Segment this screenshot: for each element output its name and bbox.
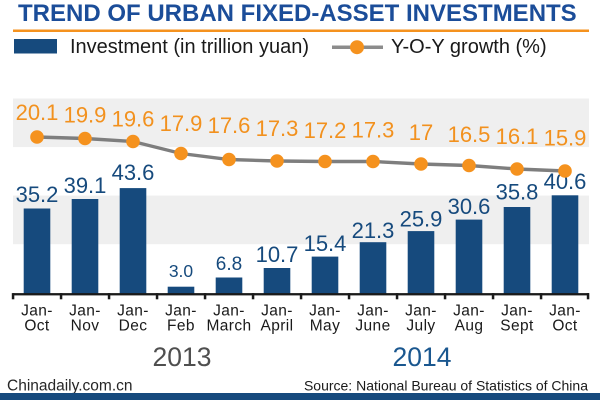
svg-text:TREND OF URBAN FIXED-ASSET INV: TREND OF URBAN FIXED-ASSET INVESTMENTS	[18, 0, 577, 27]
svg-text:Jan-: Jan-	[117, 302, 149, 319]
svg-text:Oct: Oct	[24, 318, 50, 335]
svg-text:Jan-: Jan-	[21, 302, 53, 319]
svg-text:15.4: 15.4	[304, 231, 347, 256]
svg-text:Jan-: Jan-	[261, 302, 293, 319]
svg-text:March: March	[206, 318, 251, 335]
svg-text:20.1: 20.1	[16, 100, 59, 125]
svg-text:35.8: 35.8	[496, 180, 539, 205]
svg-text:Sept: Sept	[500, 318, 534, 335]
svg-text:June: June	[355, 318, 390, 335]
svg-text:Jan-: Jan-	[165, 302, 197, 319]
svg-text:17.6: 17.6	[208, 113, 251, 138]
svg-text:Nov: Nov	[71, 318, 100, 335]
svg-text:15.9: 15.9	[544, 126, 587, 151]
svg-text:17: 17	[409, 120, 433, 145]
svg-text:April: April	[260, 318, 293, 335]
svg-text:Chinadaily.com.cn: Chinadaily.com.cn	[7, 378, 133, 395]
svg-text:Aug: Aug	[455, 318, 484, 335]
svg-text:Jan-: Jan-	[453, 302, 485, 319]
svg-text:3.0: 3.0	[169, 261, 194, 281]
svg-text:Jan-: Jan-	[213, 302, 245, 319]
svg-text:Investment (in trillion yuan): Investment (in trillion yuan)	[70, 36, 309, 58]
svg-text:Dec: Dec	[119, 318, 148, 335]
svg-text:19.6: 19.6	[112, 107, 155, 132]
svg-text:17.9: 17.9	[160, 111, 203, 136]
svg-text:17.2: 17.2	[304, 118, 347, 143]
svg-text:Feb: Feb	[167, 318, 195, 335]
svg-text:Jan-: Jan-	[405, 302, 437, 319]
svg-text:16.1: 16.1	[496, 124, 539, 149]
svg-text:Jan-: Jan-	[309, 302, 341, 319]
svg-text:17.3: 17.3	[352, 118, 395, 143]
svg-text:July: July	[406, 318, 435, 335]
svg-text:43.6: 43.6	[112, 160, 155, 185]
svg-text:35.2: 35.2	[16, 182, 59, 207]
svg-text:Oct: Oct	[552, 318, 578, 335]
svg-text:Jan-: Jan-	[501, 302, 533, 319]
svg-text:21.3: 21.3	[352, 218, 395, 243]
svg-text:17.3: 17.3	[256, 116, 299, 141]
svg-text:19.9: 19.9	[64, 103, 107, 128]
svg-text:Jan-: Jan-	[69, 302, 101, 319]
svg-text:2014: 2014	[393, 342, 452, 372]
svg-text:Y-O-Y growth (%): Y-O-Y growth (%)	[391, 36, 547, 58]
svg-text:Source: National Bureau of Sta: Source: National Bureau of Statistics of…	[304, 378, 588, 394]
svg-text:May: May	[310, 318, 340, 335]
svg-text:10.7: 10.7	[256, 242, 299, 267]
svg-text:6.8: 6.8	[216, 254, 242, 275]
svg-text:16.5: 16.5	[448, 122, 491, 147]
svg-text:2013: 2013	[153, 342, 212, 372]
svg-text:Jan-: Jan-	[549, 302, 581, 319]
svg-text:Jan-: Jan-	[357, 302, 389, 319]
svg-text:39.1: 39.1	[64, 173, 107, 198]
svg-text:30.6: 30.6	[448, 194, 491, 219]
svg-text:25.9: 25.9	[400, 207, 443, 232]
